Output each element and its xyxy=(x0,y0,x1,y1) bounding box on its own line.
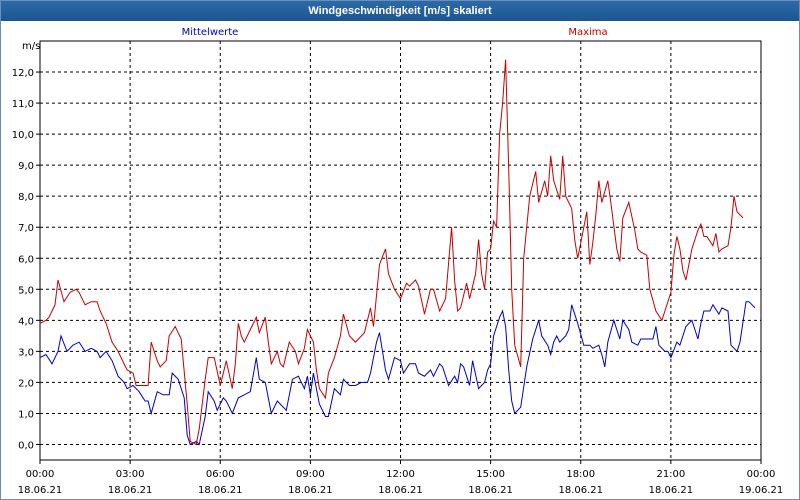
y-tick-label: 1,0 xyxy=(18,409,34,420)
legend-mittelwerte: Mittelwerte xyxy=(182,27,239,38)
y-tick-label: 11,0 xyxy=(12,99,34,110)
y-axis-label: m/s xyxy=(22,41,40,52)
x-tick-date: 18.06.21 xyxy=(18,485,63,496)
x-tick-time: 12:00 xyxy=(386,469,415,480)
y-tick-label: 6,0 xyxy=(18,254,34,265)
y-tick-label: 2,0 xyxy=(18,378,34,389)
y-tick-label: 3,0 xyxy=(18,347,34,358)
x-tick-time: 09:00 xyxy=(296,469,325,480)
x-tick-time: 00:00 xyxy=(747,469,776,480)
window-title: Windgeschwindigkeit [m/s] skaliert xyxy=(1,1,799,21)
x-tick-date: 18.06.21 xyxy=(108,485,153,496)
y-tick-label: 5,0 xyxy=(18,285,34,296)
y-tick-label: 9,0 xyxy=(18,161,34,172)
x-tick-date: 18.06.21 xyxy=(468,485,513,496)
x-tick-time: 21:00 xyxy=(656,469,685,480)
x-tick-date: 18.06.21 xyxy=(378,485,423,496)
x-tick-date: 18.06.21 xyxy=(558,485,603,496)
x-tick-time: 06:00 xyxy=(206,469,235,480)
series-lines xyxy=(39,59,756,446)
legend-maxima: Maxima xyxy=(568,27,607,38)
y-tick-label: 12,0 xyxy=(12,68,34,79)
y-axis-ticks: 0,0 1,0 2,0 3,0 4,0 5,0 6,0 7,0 8,0 9,0 10,0 11,0 12… xyxy=(12,68,40,451)
series-line-mittelwerte xyxy=(39,301,756,446)
y-tick-label: 0,0 xyxy=(18,440,34,451)
y-tick-label: 8,0 xyxy=(18,192,34,203)
x-tick-time: 03:00 xyxy=(116,469,145,480)
x-tick-time: 18:00 xyxy=(566,469,595,480)
x-axis-ticks: 00:00 18.06.21 03:00 18.06.21 06:00 18.06.21 0… xyxy=(18,460,784,496)
x-tick-time: 00:00 xyxy=(26,469,55,480)
x-tick-date: 18.06.21 xyxy=(649,485,694,496)
x-tick-time: 15:00 xyxy=(476,469,505,480)
y-tick-label: 7,0 xyxy=(18,223,34,234)
grid-lines xyxy=(40,41,761,460)
y-tick-label: 10,0 xyxy=(12,130,34,141)
x-tick-date: 19.06.21 xyxy=(739,485,784,496)
y-tick-label: 4,0 xyxy=(18,316,34,327)
x-tick-date: 18.06.21 xyxy=(288,485,333,496)
x-tick-date: 18.06.21 xyxy=(198,485,243,496)
series-line-maxima xyxy=(39,59,744,446)
